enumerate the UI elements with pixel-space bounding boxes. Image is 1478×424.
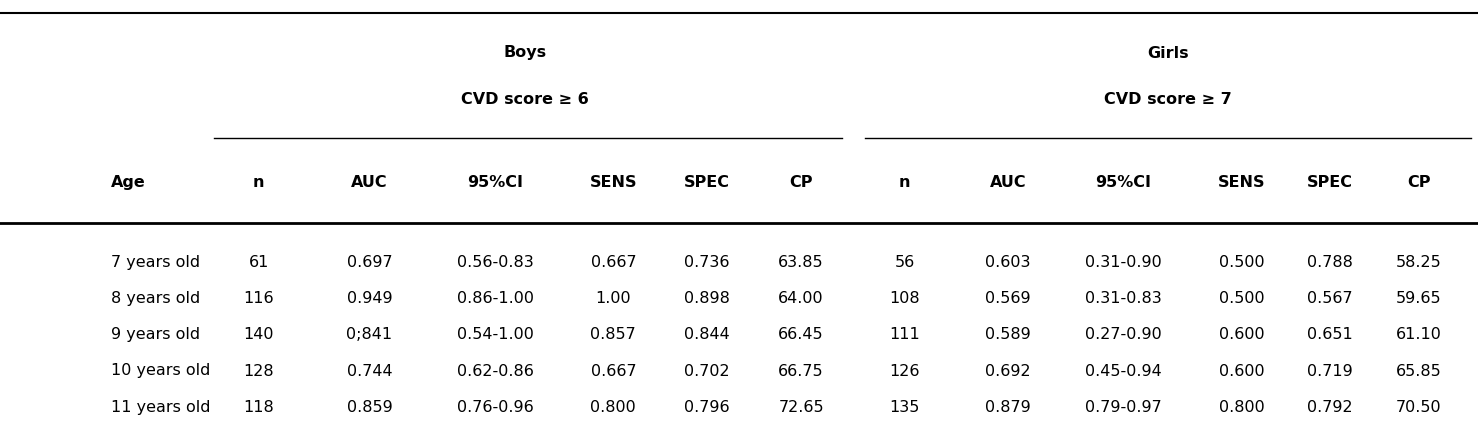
Text: 0.500: 0.500: [1219, 291, 1264, 307]
Text: 66.45: 66.45: [779, 327, 823, 343]
Text: 0.569: 0.569: [986, 291, 1030, 307]
Text: 0.702: 0.702: [684, 363, 729, 379]
Text: 128: 128: [244, 363, 273, 379]
Text: 0.667: 0.667: [591, 255, 636, 271]
Text: 70.50: 70.50: [1397, 399, 1441, 415]
Text: SPEC: SPEC: [1307, 175, 1354, 190]
Text: 116: 116: [244, 291, 273, 307]
Text: AUC: AUC: [352, 175, 387, 190]
Text: 0.79-0.97: 0.79-0.97: [1085, 399, 1162, 415]
Text: 0.800: 0.800: [591, 399, 636, 415]
Text: SPEC: SPEC: [683, 175, 730, 190]
Text: 0.31-0.83: 0.31-0.83: [1085, 291, 1162, 307]
Text: 72.65: 72.65: [779, 399, 823, 415]
Text: Girls: Girls: [1147, 45, 1188, 61]
Text: 1.00: 1.00: [596, 291, 631, 307]
Text: 0.736: 0.736: [684, 255, 729, 271]
Text: CVD score ≥ 6: CVD score ≥ 6: [461, 92, 588, 107]
Text: 0.56-0.83: 0.56-0.83: [457, 255, 534, 271]
Text: n: n: [253, 175, 265, 190]
Text: 0.603: 0.603: [986, 255, 1030, 271]
Text: 0.600: 0.600: [1219, 363, 1264, 379]
Text: 0.800: 0.800: [1219, 399, 1264, 415]
Text: 0.719: 0.719: [1308, 363, 1352, 379]
Text: 9 years old: 9 years old: [111, 327, 200, 343]
Text: CP: CP: [789, 175, 813, 190]
Text: AUC: AUC: [990, 175, 1026, 190]
Text: 61: 61: [248, 255, 269, 271]
Text: 126: 126: [890, 363, 919, 379]
Text: CP: CP: [1407, 175, 1431, 190]
Text: 135: 135: [890, 399, 919, 415]
Text: n: n: [899, 175, 910, 190]
Text: 59.65: 59.65: [1397, 291, 1441, 307]
Text: 58.25: 58.25: [1397, 255, 1441, 271]
Text: 0.788: 0.788: [1307, 255, 1354, 271]
Text: 0.744: 0.744: [347, 363, 392, 379]
Text: 0.62-0.86: 0.62-0.86: [457, 363, 534, 379]
Text: 0;841: 0;841: [346, 327, 393, 343]
Text: 0.667: 0.667: [591, 363, 636, 379]
Text: 0.796: 0.796: [684, 399, 729, 415]
Text: 0.844: 0.844: [684, 327, 729, 343]
Text: 95%CI: 95%CI: [467, 175, 523, 190]
Text: Boys: Boys: [503, 45, 547, 61]
Text: 111: 111: [890, 327, 919, 343]
Text: 11 years old: 11 years old: [111, 399, 210, 415]
Text: 0.27-0.90: 0.27-0.90: [1085, 327, 1162, 343]
Text: 0.857: 0.857: [591, 327, 636, 343]
Text: CVD score ≥ 7: CVD score ≥ 7: [1104, 92, 1231, 107]
Text: 65.85: 65.85: [1397, 363, 1441, 379]
Text: 0.500: 0.500: [1219, 255, 1264, 271]
Text: 0.949: 0.949: [347, 291, 392, 307]
Text: 56: 56: [894, 255, 915, 271]
Text: 108: 108: [890, 291, 919, 307]
Text: 0.697: 0.697: [347, 255, 392, 271]
Text: 0.898: 0.898: [683, 291, 730, 307]
Text: 10 years old: 10 years old: [111, 363, 210, 379]
Text: 66.75: 66.75: [779, 363, 823, 379]
Text: 0.692: 0.692: [986, 363, 1030, 379]
Text: SENS: SENS: [590, 175, 637, 190]
Text: 0.792: 0.792: [1308, 399, 1352, 415]
Text: 0.31-0.90: 0.31-0.90: [1085, 255, 1162, 271]
Text: 140: 140: [244, 327, 273, 343]
Text: 95%CI: 95%CI: [1095, 175, 1151, 190]
Text: 0.54-1.00: 0.54-1.00: [457, 327, 534, 343]
Text: SENS: SENS: [1218, 175, 1265, 190]
Text: 0.589: 0.589: [986, 327, 1030, 343]
Text: 63.85: 63.85: [779, 255, 823, 271]
Text: 0.76-0.96: 0.76-0.96: [457, 399, 534, 415]
Text: 0.45-0.94: 0.45-0.94: [1085, 363, 1162, 379]
Text: 118: 118: [244, 399, 273, 415]
Text: 0.600: 0.600: [1219, 327, 1264, 343]
Text: 0.879: 0.879: [986, 399, 1030, 415]
Text: 0.651: 0.651: [1308, 327, 1352, 343]
Text: 7 years old: 7 years old: [111, 255, 200, 271]
Text: 0.859: 0.859: [347, 399, 392, 415]
Text: 0.567: 0.567: [1308, 291, 1352, 307]
Text: Age: Age: [111, 175, 146, 190]
Text: 8 years old: 8 years old: [111, 291, 200, 307]
Text: 0.86-1.00: 0.86-1.00: [457, 291, 534, 307]
Text: 61.10: 61.10: [1395, 327, 1443, 343]
Text: 64.00: 64.00: [779, 291, 823, 307]
